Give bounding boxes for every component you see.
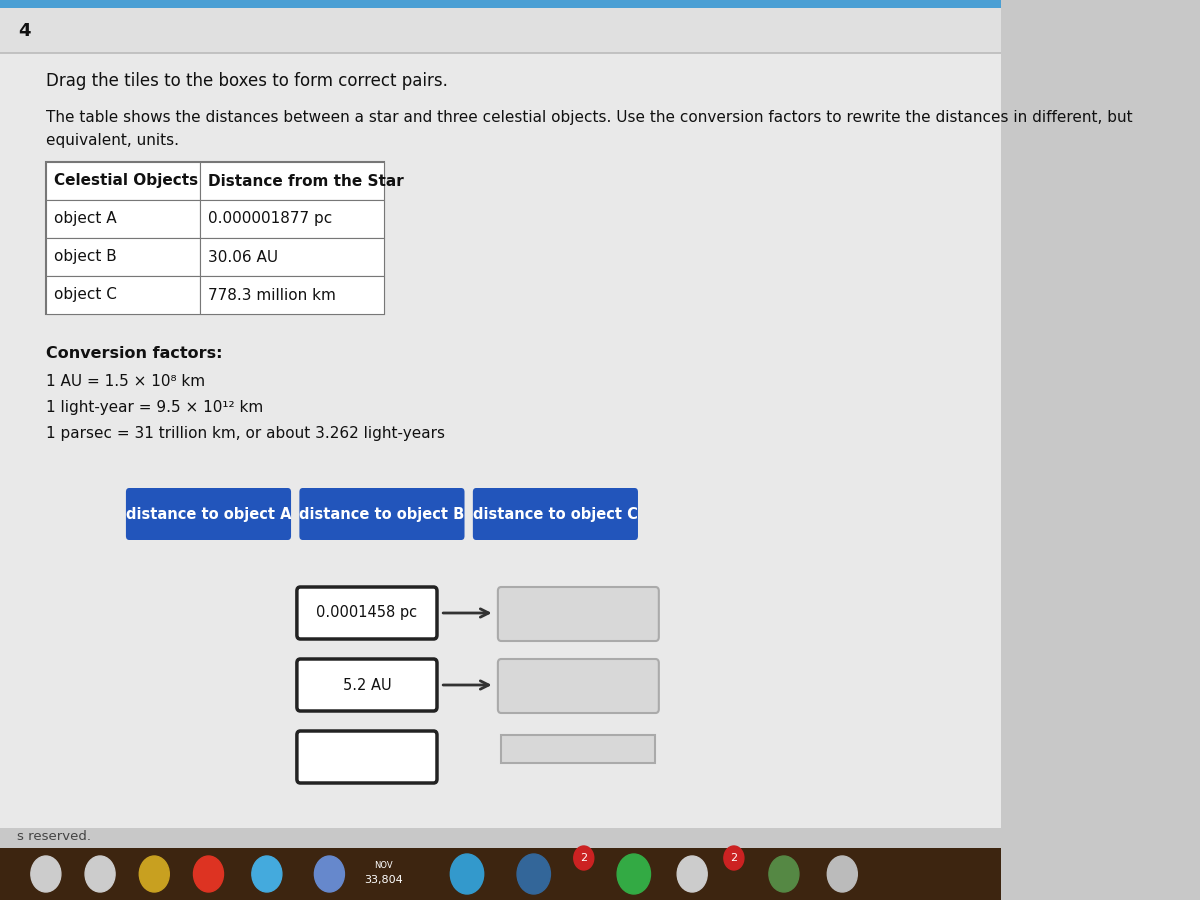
Text: 4: 4 <box>18 22 31 40</box>
Text: 0.0001458 pc: 0.0001458 pc <box>317 606 418 620</box>
Circle shape <box>85 856 115 892</box>
FancyBboxPatch shape <box>200 162 384 200</box>
Text: Conversion factors:: Conversion factors: <box>46 346 222 361</box>
FancyBboxPatch shape <box>498 587 659 641</box>
FancyBboxPatch shape <box>296 587 437 639</box>
Text: Celestial Objects: Celestial Objects <box>54 174 198 188</box>
FancyBboxPatch shape <box>46 162 200 200</box>
Text: s reserved.: s reserved. <box>17 830 91 843</box>
Circle shape <box>574 846 594 870</box>
Text: The table shows the distances between a star and three celestial objects. Use th: The table shows the distances between a … <box>46 110 1133 125</box>
FancyBboxPatch shape <box>126 488 292 540</box>
FancyBboxPatch shape <box>0 8 1001 53</box>
Circle shape <box>31 856 61 892</box>
FancyBboxPatch shape <box>200 276 384 314</box>
FancyBboxPatch shape <box>200 200 384 238</box>
Text: distance to object C: distance to object C <box>473 507 638 521</box>
FancyBboxPatch shape <box>46 276 200 314</box>
FancyBboxPatch shape <box>0 848 1001 900</box>
Text: 30.06 AU: 30.06 AU <box>209 249 278 265</box>
Text: object A: object A <box>54 212 116 227</box>
Circle shape <box>252 856 282 892</box>
FancyBboxPatch shape <box>46 162 384 314</box>
FancyBboxPatch shape <box>296 731 437 783</box>
FancyBboxPatch shape <box>473 488 638 540</box>
Text: object C: object C <box>54 287 118 302</box>
FancyBboxPatch shape <box>502 735 655 762</box>
Circle shape <box>450 854 484 894</box>
FancyBboxPatch shape <box>46 200 200 238</box>
Circle shape <box>677 856 707 892</box>
Circle shape <box>827 856 857 892</box>
Text: object B: object B <box>54 249 116 265</box>
Text: 2: 2 <box>581 853 587 863</box>
FancyBboxPatch shape <box>200 238 384 276</box>
Text: 1 parsec = 31 trillion km, or about 3.262 light-years: 1 parsec = 31 trillion km, or about 3.26… <box>46 426 445 441</box>
Text: 2: 2 <box>731 853 738 863</box>
Text: 1 AU = 1.5 × 10⁸ km: 1 AU = 1.5 × 10⁸ km <box>46 374 205 389</box>
Circle shape <box>724 846 744 870</box>
Text: Drag the tiles to the boxes to form correct pairs.: Drag the tiles to the boxes to form corr… <box>46 72 448 90</box>
FancyBboxPatch shape <box>46 238 200 276</box>
Circle shape <box>769 856 799 892</box>
Text: 0.000001877 pc: 0.000001877 pc <box>209 212 332 227</box>
Circle shape <box>314 856 344 892</box>
Circle shape <box>617 854 650 894</box>
Text: 1 light-year = 9.5 × 10¹² km: 1 light-year = 9.5 × 10¹² km <box>46 400 263 415</box>
Text: Distance from the Star: Distance from the Star <box>209 174 404 188</box>
FancyBboxPatch shape <box>296 659 437 711</box>
Circle shape <box>139 856 169 892</box>
FancyBboxPatch shape <box>498 659 659 713</box>
Text: 5.2 AU: 5.2 AU <box>343 678 391 692</box>
Text: equivalent, units.: equivalent, units. <box>46 133 179 148</box>
FancyBboxPatch shape <box>299 488 464 540</box>
FancyBboxPatch shape <box>0 8 1001 828</box>
FancyBboxPatch shape <box>0 0 1001 8</box>
Text: NOV: NOV <box>374 861 392 870</box>
Text: distance to object B: distance to object B <box>299 507 464 521</box>
Text: 778.3 million km: 778.3 million km <box>209 287 336 302</box>
Circle shape <box>193 856 223 892</box>
Text: 33,804: 33,804 <box>365 875 403 885</box>
Circle shape <box>517 854 551 894</box>
Text: distance to object A: distance to object A <box>126 507 292 521</box>
